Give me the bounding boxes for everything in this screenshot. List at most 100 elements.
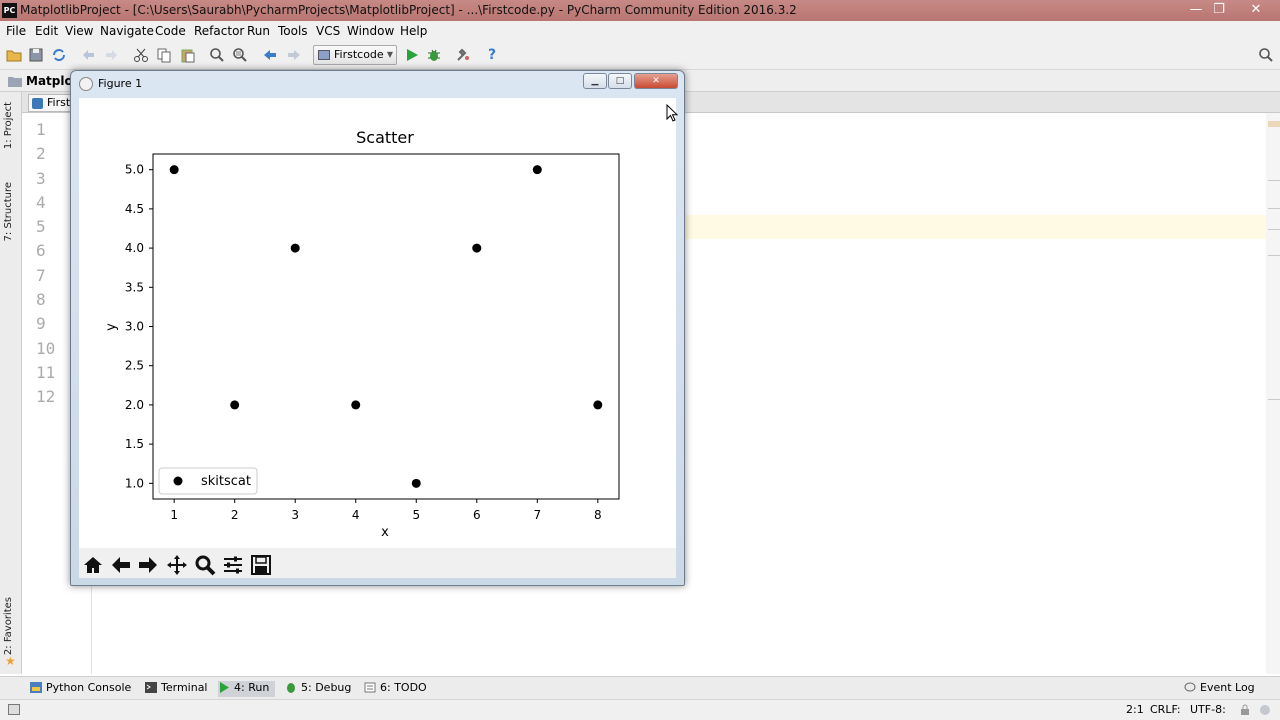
scroll-marker [1268,208,1280,209]
chart-title: Scatter [356,128,414,147]
figure-window[interactable]: Figure 1 ▁ □ ✕ Scatter 1 2 3 4 5 6 7 8 1.0 1.5 2.… [70,70,685,586]
maximize-button[interactable]: ❐ [1213,2,1225,17]
find-icon[interactable] [209,47,225,63]
event-log-tab[interactable]: Event Log [1184,681,1255,694]
inspector-icon[interactable] [1258,704,1272,716]
x-tick-label: 8 [594,508,602,522]
replace-icon[interactable] [232,47,248,63]
save-figure-icon[interactable] [249,553,273,577]
menu-navigate[interactable]: Navigate [100,24,154,38]
sync-icon[interactable] [51,47,67,63]
event-log-label: Event Log [1200,681,1255,694]
debug-tab[interactable]: 5: Debug [285,681,351,694]
line-number: 12 [36,387,56,406]
favorites-tool-tab[interactable]: 2: Favorites [3,597,14,656]
paste-icon[interactable] [180,47,196,63]
zoom-icon[interactable] [193,553,217,577]
todo-tab[interactable]: 6: TODO [364,681,427,694]
x-tick-label: 2 [231,508,239,522]
plot-area [152,153,620,500]
x-axis-label: x [381,525,389,540]
figure-minimize-button[interactable]: ▁ [583,73,607,89]
menu-edit[interactable]: Edit [35,24,59,38]
menu-vcs[interactable]: VCS [316,24,341,38]
menu-run[interactable]: Run [247,24,271,38]
lock-icon[interactable] [1240,704,1250,716]
minimize-button[interactable]: — [1189,2,1203,17]
favorites-star-icon: ★ [5,654,16,668]
undo-icon[interactable] [80,47,96,63]
scatter-point [351,400,361,410]
y-tick-label: 3.0 [125,320,144,334]
scroll-marker [1268,180,1280,181]
chart-legend: skitscat [158,467,258,495]
file-encoding[interactable]: UTF-8: [1190,703,1226,716]
breadcrumb-project[interactable]: Matplotl [26,74,83,88]
search-icon[interactable] [1258,47,1274,63]
run-icon [220,682,229,693]
project-folder-icon [8,77,22,87]
cursor-position[interactable]: 2:1 [1126,703,1144,716]
menu-view[interactable]: View [65,24,94,38]
menu-tools[interactable]: Tools [278,24,308,38]
copy-icon[interactable] [156,47,172,63]
editor-tab-firstcode[interactable]: Firstc [28,94,84,112]
inspection-indicator[interactable] [1268,121,1280,127]
redo-icon[interactable] [104,47,120,63]
back-icon[interactable] [262,47,278,63]
scatter-point [472,243,482,253]
python-console-tab[interactable]: Python Console [30,681,131,694]
menu-file[interactable]: File [6,24,27,38]
run-icon[interactable] [404,47,420,63]
run-config-selector[interactable]: Firstcode ▼ [313,45,397,65]
matplotlib-nav-toolbar [79,548,676,578]
tool-windows-toggle-icon[interactable] [8,704,20,715]
scatter-chart[interactable]: Scatter 1 2 3 4 5 6 7 8 1.0 1.5 2.0 2.5 3.0 3.5 4.0 4.… [79,98,676,548]
x-tick-label: 3 [291,508,299,522]
x-tick-label: 7 [533,508,541,522]
close-button[interactable]: ✕ [1250,2,1262,17]
figure-window-title: Figure 1 [98,77,143,90]
settings-icon[interactable] [455,47,471,63]
todo-icon [364,682,376,693]
figure-maximize-button[interactable]: □ [608,73,632,89]
help-icon[interactable]: ? [487,47,497,63]
scroll-marker [1268,399,1280,400]
terminal-icon [145,682,157,693]
open-folder-icon[interactable] [6,47,22,63]
terminal-tab[interactable]: Terminal [145,681,208,694]
x-axis-ticks: 1 2 3 4 5 6 7 8 [170,499,602,522]
run-tab[interactable]: 4: Run [218,681,276,697]
home-icon[interactable] [81,553,105,577]
y-axis-ticks: 1.0 1.5 2.0 2.5 3.0 3.5 4.0 4.5 5.0 [125,163,153,490]
ide-title-bar: PC MatplotlibProject - [C:\Users\Saurabh… [0,0,1280,21]
menu-help[interactable]: Help [400,24,428,38]
figure-close-button[interactable]: ✕ [634,73,678,89]
subplots-icon[interactable] [221,553,245,577]
menu-code[interactable]: Code [155,24,186,38]
legend-marker [173,476,183,486]
menu-window[interactable]: Window [347,24,395,38]
pan-icon[interactable] [165,553,189,577]
editor-tab-label: Firstc [47,96,77,109]
line-number: 3 [36,169,46,188]
cut-icon[interactable] [133,47,149,63]
scatter-point [169,165,179,175]
scatter-points [169,165,603,488]
run-config-label: Firstcode [334,48,384,61]
y-tick-label: 2.0 [125,398,144,412]
debug-icon[interactable] [426,47,442,63]
back-arrow-icon[interactable] [109,553,133,577]
line-separator[interactable]: CRLF: [1150,703,1181,716]
window-title: MatplotlibProject - [C:\Users\Saurabh\Py… [20,3,797,17]
x-tick-label: 1 [170,508,178,522]
project-tool-tab[interactable]: 1: Project [3,102,14,150]
figure-app-icon [79,77,93,91]
forward-arrow-icon[interactable] [136,553,160,577]
forward-icon[interactable] [286,47,302,63]
x-tick-label: 4 [352,508,360,522]
menu-refactor[interactable]: Refactor [194,24,245,38]
save-icon[interactable] [28,47,44,63]
main-toolbar: Firstcode ▼ ? [0,41,1280,70]
structure-tool-tab[interactable]: 7: Structure [3,182,14,242]
